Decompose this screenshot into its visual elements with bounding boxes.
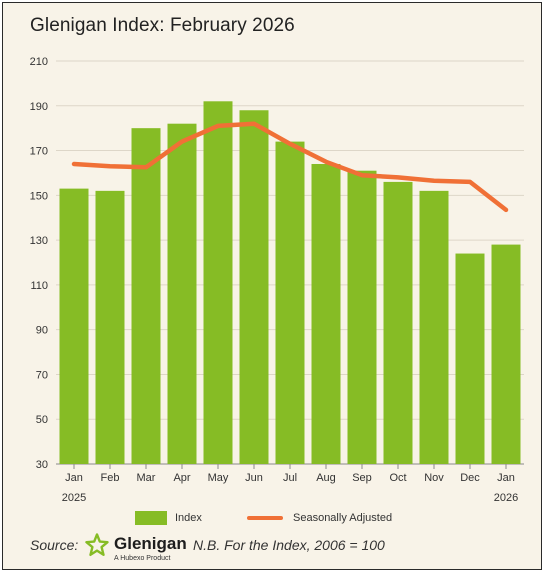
y-axis-ticks: 30 50 70 90 110 130 150 170 190 210	[30, 56, 48, 471]
index-bar	[419, 190, 449, 464]
index-bar	[59, 188, 89, 464]
legend-seasonally-adjusted-label: Seasonally Adjusted	[293, 512, 393, 524]
x-tick-label: Jan	[497, 472, 515, 484]
y-tick-label: 150	[30, 190, 48, 202]
x-tick-label: Nov	[424, 472, 444, 484]
chart-frame: Glenigan Index: February 2026 30 50 70 90 11…	[2, 2, 542, 570]
y-tick-label: 30	[36, 459, 48, 471]
seasonally-adjusted-line	[71, 121, 509, 213]
logo-name: Glenigan	[114, 534, 187, 553]
chart-plot: 30 50 70 90 110 130 150 170 190 210 Jan 2025 Feb Mar…	[30, 56, 524, 503]
glenigan-star-icon	[85, 533, 109, 556]
index-bar	[203, 101, 233, 465]
y-tick-label: 70	[36, 369, 48, 381]
index-bar	[95, 190, 125, 464]
x-tick-label: Apr	[173, 472, 190, 484]
index-bar	[167, 123, 197, 464]
index-bar	[275, 141, 305, 464]
index-bar	[383, 181, 413, 464]
index-base-note: N.B. For the Index, 2006 = 100	[193, 537, 385, 553]
x-tick-label: Jul	[283, 472, 297, 484]
x-year-label: 2026	[494, 492, 518, 503]
index-bar	[347, 170, 377, 464]
seasonally-adjusted-line-path	[71, 121, 509, 213]
x-tick-label: Sep	[352, 472, 372, 484]
y-tick-label: 210	[30, 56, 48, 68]
y-tick-label: 170	[30, 146, 48, 158]
x-tick-label: Jun	[245, 472, 263, 484]
x-axis-ticks: Jan 2025 Feb Mar Apr May Jun Jul Aug Sep Oct Nov Dec…	[62, 464, 518, 503]
y-tick-label: 90	[36, 325, 48, 337]
source-label: Source:	[30, 537, 79, 553]
legend-index-swatch	[135, 511, 167, 525]
x-year-label: 2025	[62, 492, 86, 503]
x-tick-label: Dec	[460, 472, 480, 484]
y-tick-label: 190	[30, 101, 48, 113]
y-tick-label: 110	[30, 280, 48, 292]
index-bar	[131, 128, 161, 464]
index-bar	[311, 163, 341, 464]
index-bar	[455, 253, 485, 464]
index-bar	[491, 244, 521, 464]
legend-seasonally-adjusted-swatch	[247, 516, 283, 520]
chart-title: Glenigan Index: February 2026	[30, 15, 295, 36]
footer: Source: Glenigan A Hubexo Product N.B. F…	[3, 533, 543, 567]
x-tick-label: Feb	[101, 472, 120, 484]
y-tick-label: 50	[36, 414, 48, 426]
x-tick-label: May	[208, 472, 229, 484]
legend: Index Seasonally Adjusted	[3, 509, 543, 529]
y-tick-label: 130	[30, 235, 48, 247]
index-bar	[239, 110, 269, 464]
x-tick-label: Oct	[389, 472, 406, 484]
x-tick-label: Jan	[65, 472, 83, 484]
logo-tagline: A Hubexo Product	[114, 555, 171, 562]
index-bars	[59, 101, 521, 465]
x-tick-label: Aug	[316, 472, 336, 484]
legend-index-label: Index	[175, 512, 202, 524]
x-tick-label: Mar	[137, 472, 156, 484]
